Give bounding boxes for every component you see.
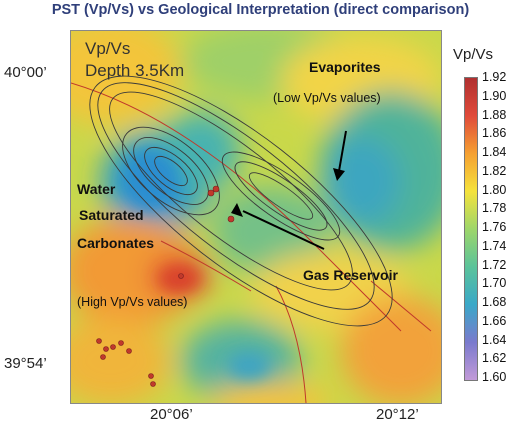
colorbar-tick-label: 1.72 xyxy=(482,257,507,272)
annotation-arrows xyxy=(242,130,347,250)
colorbar-tick-label: 1.66 xyxy=(482,313,507,328)
water-label-line1: Water xyxy=(77,181,116,197)
colorbar-tick-label: 1.82 xyxy=(482,163,507,178)
colorbar-tick-label: 1.88 xyxy=(482,107,507,122)
figure-title: PST (Vp/Vs) vs Geological Interpretation… xyxy=(51,2,470,18)
well-markers xyxy=(96,185,235,387)
longitude-mid-label: 20°06’ xyxy=(150,406,193,423)
vp-vs-field xyxy=(71,31,441,403)
latitude-top-label: 40°00’ xyxy=(4,64,47,81)
gas-reservoir-label: Gas Reservoir xyxy=(303,267,398,283)
colorbar-tick-label: 1.78 xyxy=(482,201,507,216)
colorbar-tick-label: 1.70 xyxy=(482,276,507,291)
water-label-line2: Saturated xyxy=(79,207,144,223)
colorbar-tick-label: 1.76 xyxy=(482,220,507,234)
map-depth-label: Depth 3.5Km xyxy=(85,61,185,80)
colorbar-title: Vp/Vs xyxy=(453,46,494,63)
water-note: (High Vp/Vs values) xyxy=(77,295,188,309)
colorbar-tick-label: 1.62 xyxy=(482,351,507,366)
map-variable-label: Vp/Vs xyxy=(85,39,131,58)
colorbar-tick-label: 1.80 xyxy=(482,182,507,197)
colorbar-tick-label: 1.92 xyxy=(482,70,507,84)
colorbar-tick-label: 1.90 xyxy=(482,88,507,103)
map-canvas xyxy=(71,31,441,403)
contour-lines xyxy=(89,75,393,327)
colorbar-tick-label: 1.60 xyxy=(482,370,507,384)
vp-vs-map: Vp/Vs Depth 3.5Km Evaporites (Low Vp/Vs … xyxy=(70,30,442,404)
colorbar xyxy=(464,77,478,381)
colorbar-tick-label: 1.86 xyxy=(482,126,507,141)
colorbar-tick-label: 1.74 xyxy=(482,238,507,253)
evaporites-note: (Low Vp/Vs values) xyxy=(273,91,381,105)
latitude-bottom-label: 39°54’ xyxy=(4,355,47,372)
colorbar-tick-label: 1.84 xyxy=(482,145,507,159)
colorbar-tick-label: 1.68 xyxy=(482,295,507,309)
water-label-line3: Carbonates xyxy=(77,235,155,251)
colorbar-tick-label: 1.64 xyxy=(482,332,507,347)
evaporites-label: Evaporites xyxy=(309,59,381,75)
longitude-right-label: 20°12’ xyxy=(376,406,419,423)
